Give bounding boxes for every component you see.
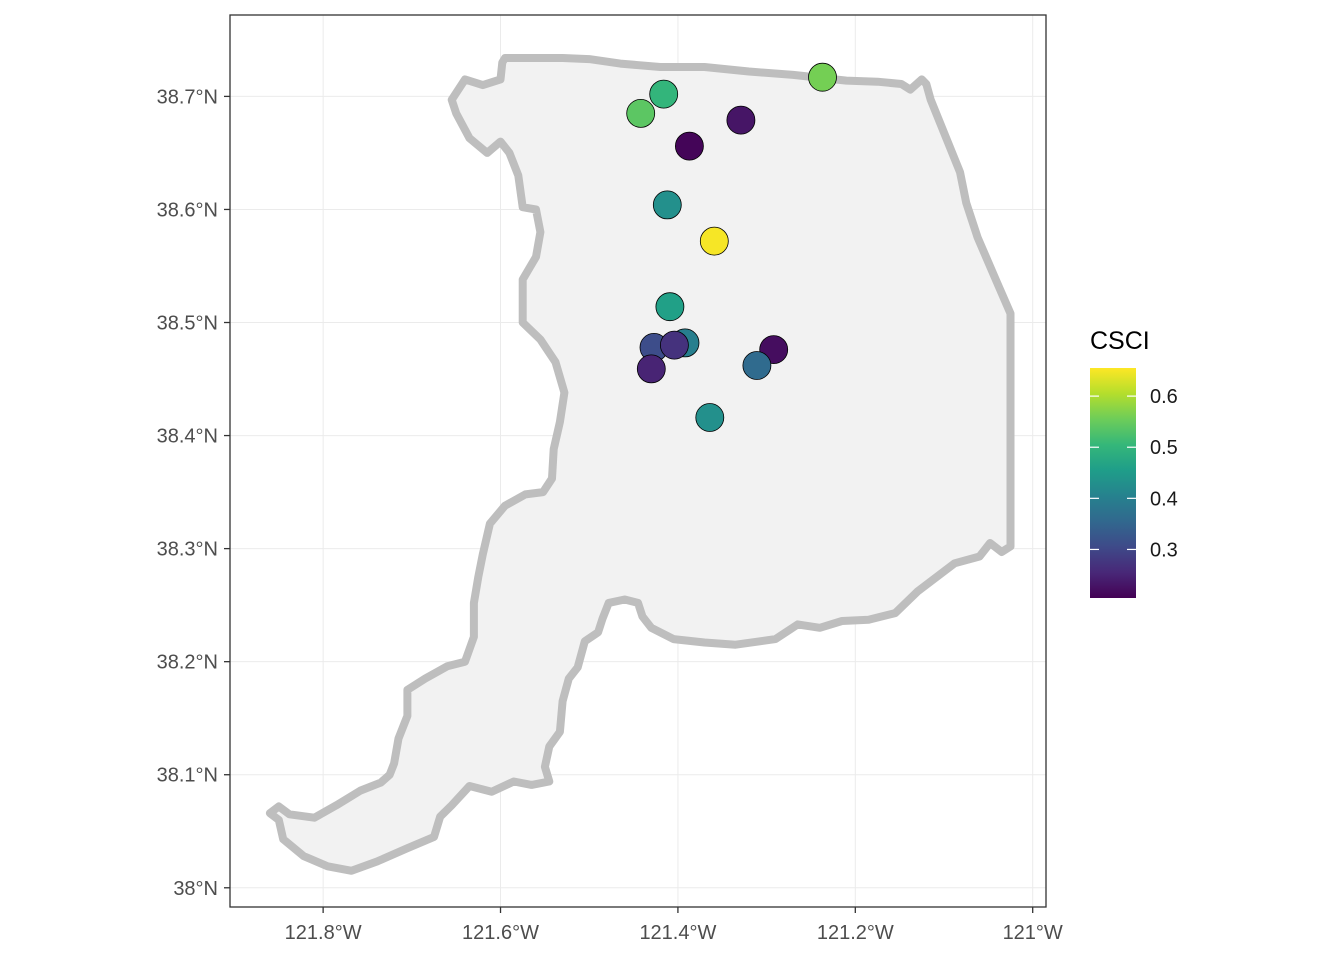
x-axis: 121.8°W 121.6°W 121.4°W 121.2°W 121°W [285, 907, 1063, 944]
y-tick-label: 38.6°N [157, 199, 218, 221]
site-point [660, 330, 689, 360]
x-tick-label: 121.8°W [285, 922, 362, 944]
site-point [699, 226, 729, 256]
color-legend: CSCI 0.3 0.4 0.5 0.6 [1090, 327, 1178, 598]
colorbar [1090, 368, 1136, 598]
site-point [655, 292, 685, 322]
legend-break-label: 0.6 [1150, 386, 1178, 408]
site-point [695, 403, 725, 432]
y-tick-label: 38.4°N [157, 426, 218, 448]
legend-break-label: 0.3 [1150, 539, 1178, 561]
legend-breaks: 0.3 0.4 0.5 0.6 [1090, 386, 1178, 561]
site-point [626, 99, 656, 128]
legend-title: CSCI [1090, 327, 1150, 355]
y-tick-label: 38°N [173, 878, 218, 900]
x-tick-label: 121.2°W [817, 922, 894, 944]
site-point [742, 351, 772, 380]
y-tick-label: 38.3°N [157, 539, 218, 561]
y-tick-label: 38.2°N [157, 652, 218, 674]
y-tick-label: 38.1°N [157, 765, 218, 787]
region-boundary [265, 54, 1015, 875]
site-points [626, 62, 837, 432]
panel-border [229, 14, 1047, 908]
x-tick-label: 121.4°W [639, 922, 716, 944]
x-tick-label: 121°W [1003, 922, 1063, 944]
y-tick-label: 38.7°N [157, 86, 218, 108]
legend-break-label: 0.4 [1150, 488, 1178, 510]
site-point [808, 62, 837, 92]
site-point [649, 79, 679, 109]
legend-break-label: 0.5 [1150, 437, 1178, 459]
y-axis: 38°N 38.1°N 38.2°N 38.3°N 38.4°N 38.5°N 38.6°N… [157, 86, 230, 900]
site-point [652, 190, 682, 220]
x-tick-label: 121.6°W [462, 922, 539, 944]
y-tick-label: 38.5°N [157, 313, 218, 335]
site-point [675, 131, 704, 161]
site-point [726, 105, 756, 135]
site-point [636, 354, 666, 384]
